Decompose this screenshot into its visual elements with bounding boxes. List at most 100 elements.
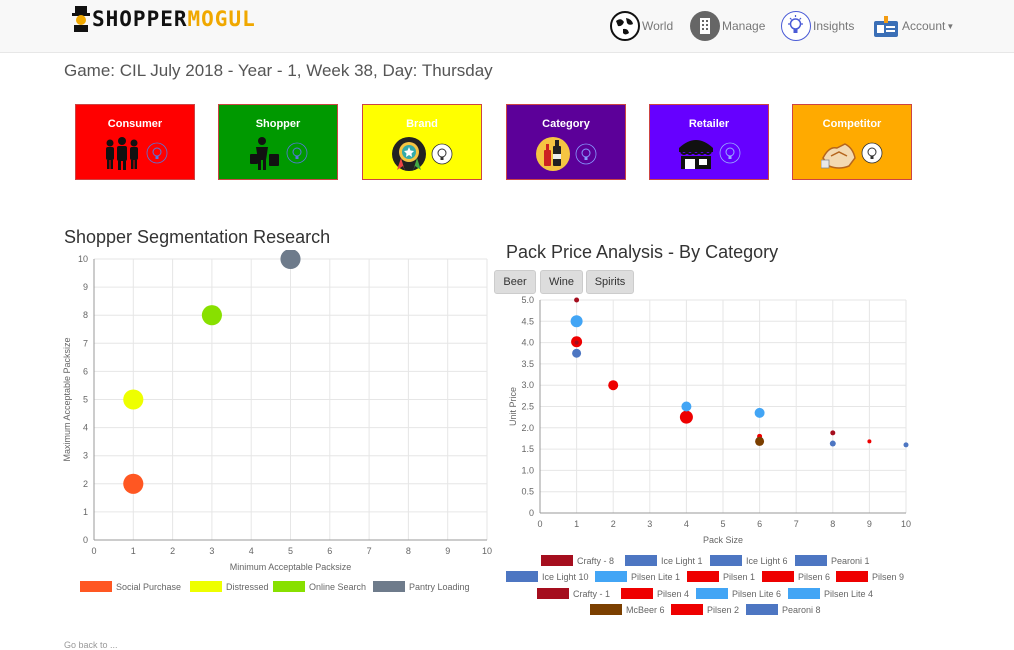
pp-x-tick: 6 (757, 519, 762, 529)
pp-y-label: Unit Price (508, 387, 518, 426)
seg-legend-swatch (80, 581, 112, 592)
seg-y-tick: 10 (78, 254, 88, 264)
seg-x-tick: 2 (170, 546, 175, 556)
pp-legend-item[interactable]: Pilsen Lite 1 (595, 571, 680, 582)
insight-bulb-icon (146, 142, 168, 164)
tile-shopper-label: Shopper (255, 118, 301, 130)
tile-competitor-label: Competitor (822, 118, 882, 130)
tile-retailer[interactable]: Retailer (649, 104, 769, 180)
tile-consumer[interactable]: Consumer (75, 104, 195, 180)
pp-legend-item[interactable]: Ice Light 10 (506, 571, 589, 582)
tile-shopper[interactable]: Shopper (218, 104, 338, 180)
seg-point (123, 473, 144, 494)
nav-world-label: World (642, 19, 674, 33)
pp-x-tick: 10 (901, 519, 911, 529)
seg-x-tick: 3 (209, 546, 214, 556)
pp-legend-swatch (595, 571, 627, 582)
award-badge-icon (392, 137, 426, 171)
nav-manage[interactable]: Manage (690, 10, 765, 42)
lightbulb-icon (781, 11, 811, 41)
seg-x-tick: 7 (367, 546, 372, 556)
pack-price-scatter-chart: 0 1 2 3 4 5 6 7 8 9 10 0 0.5 1.0 1.5 2.0 2.5 3.0 3.5 4.0 4.5… (508, 295, 911, 545)
seg-x-tick: 10 (482, 546, 492, 556)
bottles-icon (536, 137, 570, 171)
pp-legend-label: McBeer 6 (626, 604, 665, 615)
tile-category[interactable]: Category (506, 104, 626, 180)
pp-legend-swatch (687, 571, 719, 582)
pp-legend-label: Pilsen 2 (707, 604, 740, 615)
pp-x-tick: 1 (574, 519, 579, 529)
tile-brand[interactable]: Brand (362, 104, 482, 180)
seg-x-tick: 8 (406, 546, 411, 556)
pp-legend-label: Crafty - 1 (573, 588, 611, 599)
pp-legend-item[interactable]: Crafty - 8 (541, 555, 614, 566)
pp-legend-item[interactable]: McBeer 6 (590, 604, 665, 615)
pp-legend-item[interactable]: Pilsen 4 (621, 588, 689, 599)
pp-legend-item[interactable]: Pilsen Lite 4 (788, 588, 873, 599)
pp-x-tick: 2 (611, 519, 616, 529)
pp-legend-label: Pilsen Lite 1 (631, 571, 681, 582)
footer-note: Go back to ... (64, 640, 118, 650)
pp-legend-label: Pilsen 9 (872, 571, 905, 582)
seg-x-tick: 0 (91, 546, 96, 556)
pp-legend-swatch (506, 571, 538, 582)
tile-competitor[interactable]: Competitor (792, 104, 912, 180)
pp-y-tick: 2.0 (521, 423, 534, 433)
pp-legend-swatch (746, 604, 778, 615)
seg-legend-item[interactable]: Pantry Loading (373, 581, 470, 592)
seg-x-label: Minimum Acceptable Packsize (230, 562, 352, 572)
pp-legend-label: Crafty - 8 (577, 555, 615, 566)
pp-legend-item[interactable]: Pilsen Lite 6 (696, 588, 781, 599)
pp-legend-item[interactable]: Pilsen 1 (687, 571, 755, 582)
pp-point (574, 340, 579, 345)
pp-legend-item[interactable]: Pilsen 9 (836, 571, 904, 582)
category-button-spirits[interactable]: Spirits (586, 270, 634, 294)
pp-point (570, 315, 583, 328)
pp-legend-item[interactable]: Ice Light 6 (710, 555, 788, 566)
seg-x-tick: 9 (445, 546, 450, 556)
app-logo[interactable]: SHOPPER MOGUL (70, 6, 256, 32)
pp-legend-swatch (671, 604, 703, 615)
seg-legend-item[interactable]: Online Search (273, 581, 366, 592)
pp-point (829, 440, 836, 447)
pp-legend-item[interactable]: Ice Light 1 (625, 555, 703, 566)
category-button-wine[interactable]: Wine (540, 270, 583, 294)
seg-y-tick: 0 (83, 535, 88, 545)
category-button-beer[interactable]: Beer (494, 270, 536, 294)
pp-y-tick: 1.5 (521, 444, 534, 454)
seg-y-tick: 7 (83, 338, 88, 348)
seg-legend-label: Distressed (226, 581, 269, 592)
nav-world[interactable]: World (610, 10, 673, 42)
pp-point (574, 297, 580, 303)
pp-x-tick: 4 (684, 519, 689, 529)
tile-category-label: Category (542, 118, 590, 130)
segmentation-title: Shopper Segmentation Research (64, 227, 331, 247)
pp-legend-item[interactable]: Pilsen 2 (671, 604, 739, 615)
seg-point (123, 389, 144, 410)
seg-legend-item[interactable]: Social Purchase (80, 581, 181, 592)
insight-bulb-icon (575, 143, 597, 165)
pp-legend-item[interactable]: Pilsen 6 (762, 571, 830, 582)
pp-y-tick: 2.5 (521, 402, 534, 412)
insight-bulb-icon (719, 142, 741, 164)
seg-legend-item[interactable]: Distressed (190, 581, 269, 592)
nav-account-dropdown[interactable]: Account ▼ (872, 10, 954, 42)
pp-legend-item[interactable]: Pearoni 1 (795, 555, 870, 566)
pp-y-tick: 5.0 (521, 295, 534, 305)
pp-legend-label: Pilsen 4 (657, 588, 690, 599)
seg-x-tick: 1 (131, 546, 136, 556)
pp-legend-item[interactable]: Crafty - 1 (537, 588, 610, 599)
nav-insights[interactable]: Insights (781, 10, 854, 42)
pp-legend-label: Pilsen Lite 6 (732, 588, 782, 599)
pp-y-tick: 1.0 (521, 465, 534, 475)
pp-legend-item[interactable]: Pearoni 8 (746, 604, 821, 615)
pp-x-tick: 9 (867, 519, 872, 529)
nav-insights-label: Insights (813, 19, 855, 33)
pp-legend-swatch (788, 588, 820, 599)
pp-x-tick: 3 (647, 519, 652, 529)
nav-account-label: Account (902, 19, 946, 33)
pp-y-tick: 3.5 (521, 359, 534, 369)
storefront-icon (679, 140, 713, 169)
seg-y-tick: 5 (83, 395, 88, 405)
id-card-icon (872, 12, 900, 40)
